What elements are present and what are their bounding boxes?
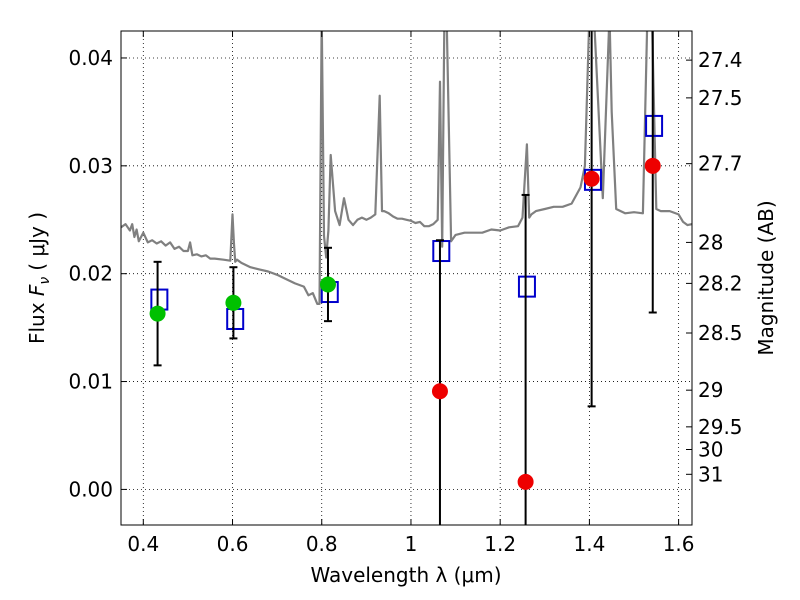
x-tick-label: 0.8 [306, 532, 338, 556]
y2-tick-label: 29 [698, 378, 723, 402]
y-axis-title-subscript: ν [37, 277, 53, 285]
photometry-square-point [226, 307, 245, 330]
y-axis-title: Flux Fν ( μJy ) [25, 212, 53, 344]
measurement-point [431, 383, 448, 400]
measurement-point [149, 305, 166, 322]
y2-tick-label: 30 [698, 437, 723, 461]
measurement-point [225, 294, 242, 311]
y2-tick-label: 28 [698, 230, 723, 254]
measurement-point [319, 276, 336, 293]
y2-tick-label: 29.5 [698, 415, 743, 439]
plot-area [121, 31, 692, 525]
photometry-square-point [645, 114, 664, 137]
y-tick-label: 0.02 [68, 262, 113, 286]
y-tick-label: 0.00 [68, 477, 113, 501]
x-tick-label: 1 [405, 532, 418, 556]
x-axis-title: Wavelength λ (μm) [310, 563, 501, 587]
x-tick-label: 1.4 [573, 532, 605, 556]
plot-frame [120, 30, 693, 526]
measurement-point [644, 157, 661, 174]
y-axis-title-prefix: Flux [25, 296, 49, 344]
measurement-point [583, 170, 600, 187]
x-tick-label: 0.4 [127, 532, 159, 556]
y-tick-label: 0.03 [68, 154, 113, 178]
measurement-point [517, 473, 534, 490]
x-tick-label: 1.2 [484, 532, 516, 556]
y2-tick-label: 28.5 [698, 321, 743, 345]
x-tick-label: 0.6 [217, 532, 249, 556]
y2-tick-label: 27.4 [698, 48, 743, 72]
y2-tick-label: 27.5 [698, 86, 743, 110]
axis-ticks: 0.4 0.6 0.8 1 1.2 1.4 1.6 0.00 0.01 0.02 0.03 0.04 2… [68, 31, 743, 556]
photometry-square-point [517, 275, 536, 298]
y2-axis-title: Magnitude (AB) [754, 200, 778, 355]
y2-tick-label: 27.7 [698, 152, 743, 176]
y-tick-label: 0.04 [68, 46, 113, 70]
y-axis-title-symbol: F [25, 284, 49, 296]
model-spectrum-line [121, 31, 692, 305]
y-axis-title-units: ( μJy ) [25, 212, 49, 271]
y-tick-label: 0.01 [68, 370, 113, 394]
y2-tick-label: 28.2 [698, 271, 743, 295]
x-tick-label: 1.6 [663, 532, 695, 556]
y2-tick-label: 31 [698, 462, 723, 486]
